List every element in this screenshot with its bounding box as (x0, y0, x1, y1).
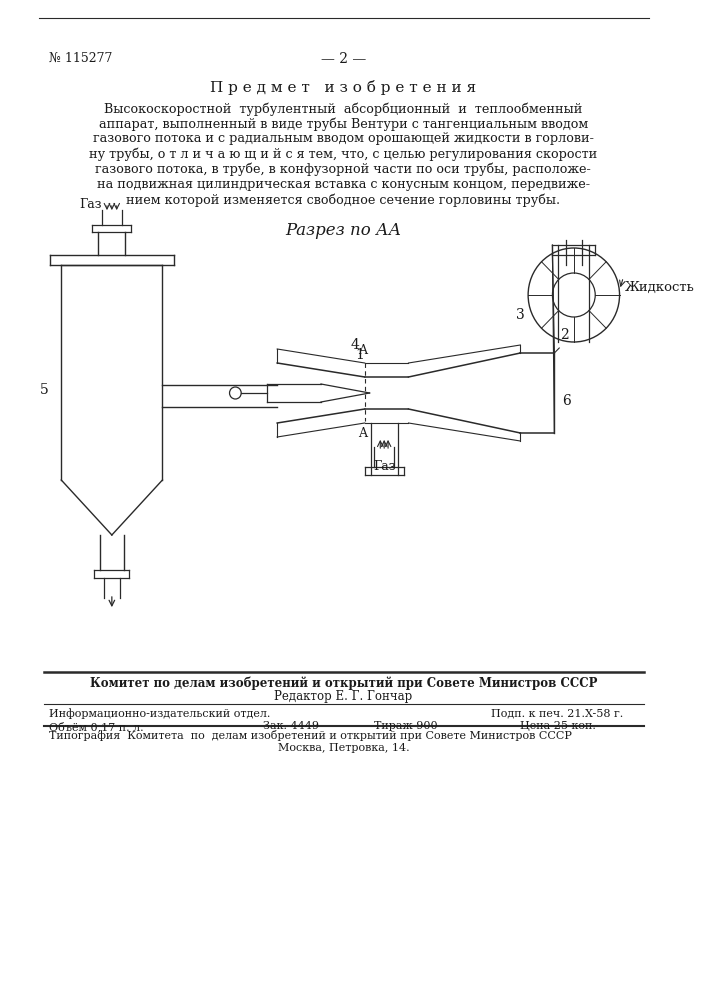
Text: 4: 4 (351, 338, 359, 352)
Text: 2: 2 (560, 328, 568, 342)
Text: № 115277: № 115277 (49, 52, 112, 65)
Text: A: A (358, 344, 367, 357)
Text: Цена 25 коп.: Цена 25 коп. (520, 721, 596, 731)
Text: аппарат, выполненный в виде трубы Вентури с тангенциальным вводом: аппарат, выполненный в виде трубы Вентур… (99, 117, 588, 131)
Text: Газ: Газ (373, 460, 395, 473)
Text: Объём 0,17 п. л.: Объём 0,17 п. л. (49, 721, 144, 732)
Text: Информационно-издательский отдел.: Информационно-издательский отдел. (49, 708, 270, 719)
Text: газового потока, в трубе, в конфузорной части по оси трубы, расположе-: газового потока, в трубе, в конфузорной … (95, 163, 591, 176)
Text: Газ: Газ (79, 198, 102, 211)
Text: П р е д м е т   и з о б р е т е н и я: П р е д м е т и з о б р е т е н и я (210, 80, 477, 95)
Text: Высокоскоростной  турбулентный  абсорбционный  и  теплообменный: Высокоскоростной турбулентный абсорбцион… (104, 102, 583, 115)
Text: A: A (358, 427, 367, 440)
Text: 6: 6 (561, 394, 571, 408)
Text: Подп. к печ. 21.X-58 г.: Подп. к печ. 21.X-58 г. (491, 708, 624, 718)
Text: Тираж 900: Тираж 900 (375, 721, 438, 731)
Text: Редактор Е. Г. Гончар: Редактор Е. Г. Гончар (274, 690, 412, 703)
Text: 3: 3 (516, 308, 525, 322)
Text: Комитет по делам изобретений и открытий при Совете Министров СССР: Комитет по делам изобретений и открытий … (90, 676, 597, 690)
Text: Разрез по АА: Разрез по АА (285, 222, 402, 239)
Text: нием которой изменяется свободное сечение горловины трубы.: нием которой изменяется свободное сечени… (127, 193, 561, 207)
Text: 5: 5 (40, 383, 48, 397)
Text: — 2 —: — 2 — (321, 52, 366, 66)
Text: ну трубы, о т л и ч а ю щ и й с я тем, что, с целью регулирования скорости: ну трубы, о т л и ч а ю щ и й с я тем, ч… (89, 148, 597, 161)
Text: Типография  Комитета  по  делам изобретений и открытий при Совете Министров СССР: Типография Комитета по делам изобретений… (49, 730, 571, 741)
Text: 1: 1 (356, 348, 364, 362)
Text: на подвижная цилиндрическая вставка с конусным концом, передвиже-: на подвижная цилиндрическая вставка с ко… (97, 178, 590, 191)
Text: Зак. 4449: Зак. 4449 (262, 721, 319, 731)
Text: Жидкость: Жидкость (624, 281, 694, 294)
Text: газового потока и с радиальным вводом орошающей жидкости в горлови-: газового потока и с радиальным вводом ор… (93, 132, 594, 145)
Text: Москва, Петровка, 14.: Москва, Петровка, 14. (278, 743, 409, 753)
